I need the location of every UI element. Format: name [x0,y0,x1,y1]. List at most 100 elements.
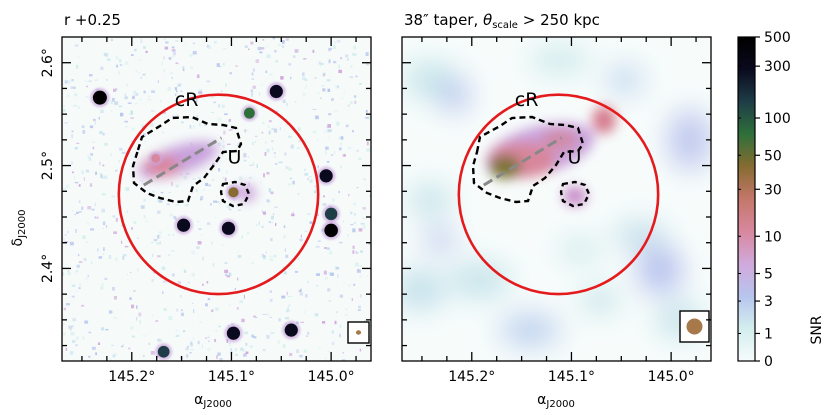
noise-pixel [215,201,219,203]
noise-pixel [176,308,179,312]
noise-pixel [229,272,232,277]
noise-pixel [303,349,308,353]
compact-source [284,323,298,337]
noise-pixel [191,272,196,277]
noise-pixel [218,325,221,328]
noise-pixel [115,217,118,222]
noise-pixel [215,330,218,332]
noise-pixel [112,286,115,291]
noise-pixel [134,103,138,105]
noise-pixel [161,61,163,66]
noise-pixel [269,255,274,257]
noise-pixel [183,289,186,291]
left-panel-title: r +0.25 [64,11,121,29]
noise-pixel [269,258,274,262]
right-x-axis-label: αJ2000 [537,392,575,410]
noise-pixel [256,164,258,168]
noise-pixel [211,179,215,181]
noise-pixel [71,339,76,343]
noise-pixel [212,263,215,267]
noise-pixel [84,320,89,324]
noise-pixel [142,180,144,185]
noise-pixel [307,331,310,335]
compact-source [177,218,191,232]
noise-pixel [153,239,158,242]
noise-pixel [76,65,79,69]
noise-pixel [282,45,284,48]
noise-pixel [128,347,131,350]
noise-pixel [244,152,247,156]
noise-pixel [157,338,161,343]
noise-pixel [337,274,339,278]
noise-pixel [334,111,338,113]
noise-pixel [328,351,331,353]
noise-pixel [341,97,343,100]
noise-pixel [267,125,270,128]
noise-pixel [140,205,145,209]
noise-pixel [217,117,222,122]
noise-pixel [67,94,70,97]
noise-pixel [89,125,94,129]
noise-pixel [326,129,330,133]
noise-pixel [208,340,210,343]
noise-pixel [324,247,327,249]
noise-pixel [83,258,87,261]
noise-pixel [279,126,282,131]
noise-pixel [355,75,358,78]
noise-pixel [240,347,244,351]
right-label-U: U [567,147,581,169]
noise-pixel [269,316,273,318]
noise-pixel [236,307,239,310]
noise-pixel [296,147,300,149]
noise-pixel [186,345,189,349]
noise-pixel [104,142,108,146]
noise-pixel [275,222,277,226]
noise-pixel [330,154,334,156]
noise-pixel [82,336,85,340]
noise-pixel [118,71,120,75]
noise-pixel [350,211,353,215]
noise-pixel [281,40,285,44]
noise-pixel [207,298,211,301]
noise-pixel [250,41,254,45]
noise-pixel [63,105,65,107]
noise-pixel [171,76,173,79]
noise-pixel [72,325,74,328]
noise-pixel [300,321,304,323]
noise-pixel [351,53,356,56]
noise-pixel [162,131,164,134]
noise-pixel [286,309,289,313]
noise-pixel [189,54,193,57]
noise-pixel [115,169,118,172]
x-tick-label: 145.2° [448,369,495,385]
noise-pixel [132,219,134,221]
noise-pixel [315,245,320,248]
noise-pixel [151,90,156,93]
right-U-contour [559,180,591,208]
noise-pixel [297,193,300,195]
noise-pixel [294,49,299,53]
noise-pixel [294,270,299,273]
noise-pixel [355,262,359,267]
noise-pixel [262,39,265,41]
noise-pixel [358,157,362,160]
noise-pixel [93,117,95,120]
noise-pixel [235,65,238,67]
noise-pixel [77,105,80,109]
noise-pixel [135,92,139,96]
noise-pixel [228,208,232,211]
noise-pixel [170,72,173,75]
noise-pixel [139,320,141,324]
noise-pixel [169,213,174,217]
noise-pixel [108,255,112,259]
noise-pixel [274,206,278,208]
noise-pixel [365,116,369,119]
noise-pixel [120,240,123,244]
noise-pixel [196,220,200,223]
noise-pixel [314,313,319,317]
noise-pixel [366,62,370,66]
compact-source [324,207,338,221]
noise-pixel [319,63,322,67]
noise-pixel [78,210,82,213]
